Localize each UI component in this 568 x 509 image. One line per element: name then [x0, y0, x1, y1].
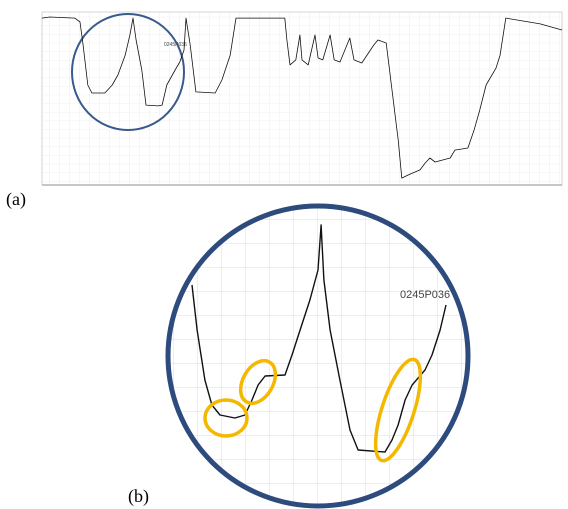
plot-area: [41, 11, 563, 186]
zoom-trace-group: [191, 224, 447, 453]
zoom-view: [168, 206, 468, 506]
zoom-circle: [165, 203, 471, 509]
annotation: 0245P036: [164, 42, 187, 48]
annotation: 0245P036: [400, 289, 450, 301]
data-line: [41, 16, 563, 179]
highlight-ellipse: [373, 357, 423, 463]
highlight-circle: [71, 13, 185, 131]
highlight-ellipse: [238, 358, 278, 406]
data-line: [191, 224, 447, 453]
zoom-grid: [168, 206, 468, 506]
highlight-ellipse: [203, 398, 249, 438]
panel-label: (a): [6, 189, 26, 210]
panel-label: (b): [128, 486, 149, 507]
